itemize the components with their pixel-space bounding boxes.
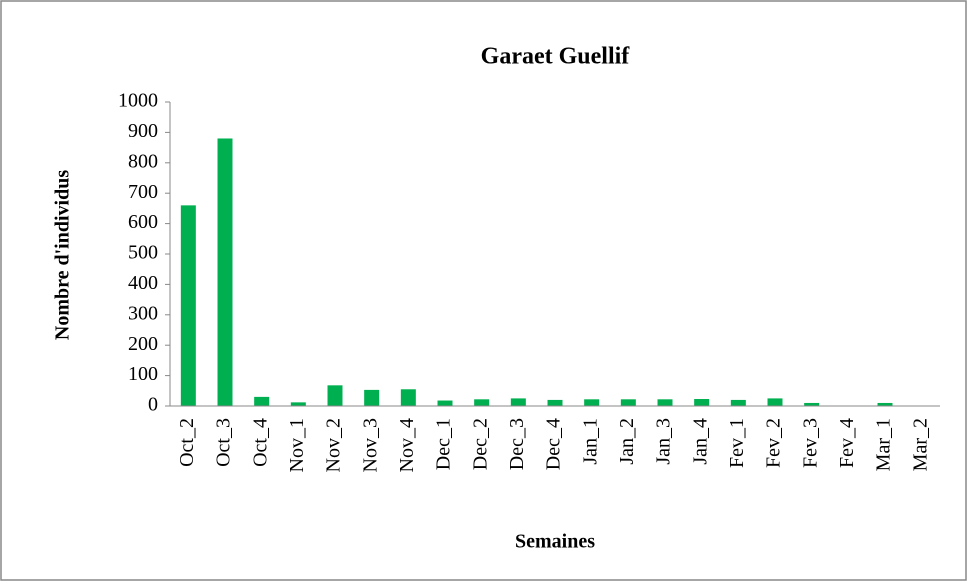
x-tick-label: Mar_2 [909, 418, 931, 471]
bar [804, 402, 820, 406]
bar [730, 399, 746, 406]
bar [584, 399, 600, 406]
x-tick-label: Fev_1 [726, 418, 748, 468]
bar [327, 385, 343, 406]
y-axis-title: Nombre d'individus [52, 170, 74, 340]
x-tick-label: Jan_1 [579, 418, 601, 465]
x-tick-label: Oct_3 [213, 418, 235, 467]
y-tick-label: 800 [128, 150, 158, 172]
x-tick-label: Oct_2 [176, 418, 198, 467]
bar [767, 398, 783, 406]
bar [510, 398, 526, 406]
bar [364, 389, 380, 406]
y-tick-label: 200 [128, 333, 158, 355]
x-tick-label: Nov_1 [286, 418, 308, 472]
x-tick-label: Dec_2 [469, 418, 491, 470]
x-tick-label: Mar_1 [873, 418, 895, 471]
x-axis-title: Semaines [515, 531, 595, 553]
x-tick-label: Fev_3 [799, 418, 821, 468]
x-tick-label: Nov_2 [323, 418, 345, 472]
bar [547, 399, 563, 406]
bar [290, 402, 306, 406]
y-tick-label: 0 [148, 394, 158, 416]
x-tick-label: Oct_4 [249, 418, 271, 467]
x-tick-label: Dec_1 [433, 418, 455, 470]
x-tick-label: Jan_2 [616, 418, 638, 465]
x-tick-label: Dec_4 [543, 418, 565, 470]
bar [657, 399, 673, 406]
y-tick-label: 500 [128, 242, 158, 264]
y-tick-label: 100 [128, 363, 158, 385]
y-tick-label: 600 [128, 211, 158, 233]
x-tick-label: Fev_2 [763, 418, 785, 468]
bar [620, 399, 636, 406]
bar [877, 402, 893, 406]
y-tick-label: 700 [128, 181, 158, 203]
x-tick-label: Dec_3 [506, 418, 528, 470]
bar [474, 399, 490, 406]
y-tick-label: 300 [128, 302, 158, 324]
y-tick-label: 400 [128, 272, 158, 294]
x-tick-label: Jan_4 [689, 418, 711, 465]
x-tick-label: Nov_4 [396, 418, 418, 472]
bar [694, 399, 710, 406]
y-tick-label: 1000 [118, 90, 158, 112]
bar [437, 400, 453, 406]
y-tick-label: 900 [128, 120, 158, 142]
x-tick-label: Fev_4 [836, 418, 858, 468]
x-tick-label: Jan_3 [653, 418, 675, 465]
chart-title: Garaet Guellif [481, 44, 631, 70]
bar [400, 389, 416, 406]
bar [180, 205, 196, 406]
bar [254, 396, 270, 406]
x-tick-label: Nov_3 [359, 418, 381, 472]
bar [217, 138, 233, 407]
